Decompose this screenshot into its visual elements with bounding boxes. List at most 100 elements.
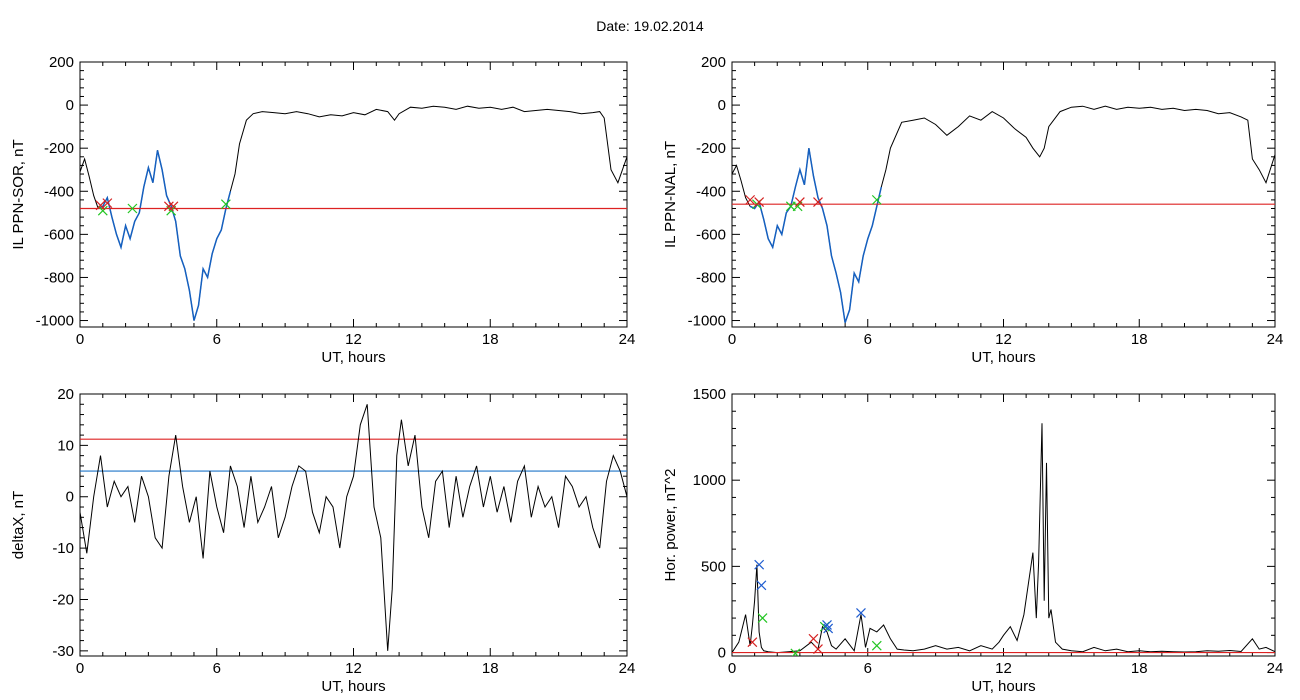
marker-green bbox=[871, 194, 882, 205]
y-tick-label: -10 bbox=[52, 540, 74, 557]
y-tick-label: 10 bbox=[57, 437, 74, 454]
marker-red bbox=[794, 197, 805, 207]
marker-red-stroke bbox=[813, 197, 823, 207]
marker-green bbox=[127, 203, 138, 214]
y-tick-label: -1000 bbox=[36, 313, 74, 330]
marker-blue-stroke bbox=[823, 623, 834, 634]
marker-green-stroke bbox=[220, 199, 231, 210]
marker-red bbox=[163, 201, 174, 212]
x-tick-label: 24 bbox=[1267, 331, 1284, 348]
marker-red bbox=[745, 194, 756, 205]
x-tick-label: 24 bbox=[619, 331, 636, 348]
plot-frame bbox=[731, 61, 1276, 328]
y-tick-label: -400 bbox=[44, 183, 74, 200]
x-tick-label: 12 bbox=[995, 660, 1012, 677]
y-tick-label: -200 bbox=[696, 140, 726, 157]
y-tick-label: 200 bbox=[701, 54, 726, 71]
x-tick-label: 6 bbox=[864, 331, 872, 348]
marker-green bbox=[871, 640, 882, 651]
x-tick-label: 18 bbox=[482, 660, 499, 677]
marker-red bbox=[168, 201, 179, 212]
x-tick-label: 12 bbox=[345, 660, 362, 677]
plot-area bbox=[80, 105, 627, 321]
plot-area bbox=[80, 404, 627, 651]
marker-red bbox=[808, 633, 819, 644]
y-tick-label: 0 bbox=[66, 489, 74, 506]
marker-red-stroke bbox=[102, 198, 113, 209]
marker-blue bbox=[754, 559, 765, 570]
x-tick-label: 24 bbox=[619, 660, 636, 677]
marker-blue-stroke bbox=[822, 620, 832, 630]
y-tick-label: 0 bbox=[718, 645, 726, 662]
x-tick-label: 18 bbox=[1131, 660, 1148, 677]
marker-red-stroke bbox=[794, 197, 805, 207]
y-tick-label: 0 bbox=[66, 97, 74, 114]
y-tick-label: -400 bbox=[696, 183, 726, 200]
x-tick-label: 0 bbox=[76, 660, 84, 677]
series-line-highlight bbox=[749, 148, 883, 323]
y-tick-label: -600 bbox=[44, 226, 74, 243]
y-axis-label: IL PPN-NAL, nT bbox=[662, 141, 679, 248]
marker-red-stroke bbox=[808, 633, 819, 644]
marker-red bbox=[813, 197, 823, 207]
x-tick-label: 18 bbox=[482, 331, 499, 348]
y-tick-label: -1000 bbox=[688, 313, 726, 330]
marker-red-stroke bbox=[747, 637, 758, 648]
marker-red bbox=[102, 198, 113, 209]
marker-blue bbox=[856, 607, 866, 618]
chart-panel-il-ppn-nal: 0 6 12 18 24 200 0 -200 -400 -600 -800 -1000 UT, hou… bbox=[662, 54, 1283, 366]
x-tick-label: 18 bbox=[1131, 331, 1148, 348]
plot-area bbox=[732, 423, 1275, 656]
marker-green-stroke bbox=[757, 613, 768, 624]
marker-red bbox=[813, 644, 823, 655]
marker-green-stroke bbox=[127, 203, 138, 214]
marker-blue-stroke bbox=[856, 607, 866, 618]
series-line bbox=[80, 105, 627, 321]
chart-panel-hor-power: 0 6 12 18 24 1500 1000 500 0 UT, hours Hor. power,… bbox=[662, 386, 1283, 695]
marker-red bbox=[747, 637, 758, 648]
y-tick-label: 200 bbox=[49, 54, 74, 71]
y-tick-label: -600 bbox=[696, 226, 726, 243]
x-tick-label: 6 bbox=[864, 660, 872, 677]
plot-frame bbox=[79, 61, 628, 328]
marker-green bbox=[97, 205, 108, 216]
y-axis-label: deltaX, nT bbox=[10, 491, 27, 559]
x-axis-label: UT, hours bbox=[971, 349, 1035, 366]
x-tick-label: 6 bbox=[213, 660, 221, 677]
marker-blue-stroke bbox=[756, 580, 767, 591]
marker-red bbox=[95, 200, 106, 211]
y-tick-label: -20 bbox=[52, 591, 74, 608]
marker-green-stroke bbox=[97, 205, 108, 216]
marker-green-stroke bbox=[871, 640, 882, 651]
marker-red-stroke bbox=[95, 200, 106, 211]
marker-blue bbox=[822, 620, 832, 630]
marker-red-stroke bbox=[813, 644, 823, 655]
plot-frame bbox=[731, 393, 1276, 657]
x-tick-label: 12 bbox=[995, 331, 1012, 348]
y-tick-label: 0 bbox=[718, 97, 726, 114]
marker-green bbox=[790, 648, 801, 656]
marker-red-stroke bbox=[754, 197, 765, 207]
x-tick-label: 0 bbox=[728, 660, 736, 677]
marker-green-stroke bbox=[791, 648, 801, 656]
y-tick-label: 500 bbox=[701, 558, 726, 575]
marker-green bbox=[220, 199, 231, 210]
x-tick-label: 12 bbox=[345, 331, 362, 348]
plot-area bbox=[732, 105, 1275, 323]
y-tick-label: -800 bbox=[696, 269, 726, 286]
series-line bbox=[732, 105, 1275, 323]
y-tick-label: 1000 bbox=[693, 472, 726, 489]
y-tick-label: -200 bbox=[44, 140, 74, 157]
y-axis-label: Hor. power, nT^2 bbox=[662, 469, 679, 582]
y-tick-label: 1500 bbox=[693, 386, 726, 403]
series-line-highlight bbox=[97, 150, 232, 321]
y-tick-label: -800 bbox=[44, 269, 74, 286]
series-line bbox=[732, 423, 1275, 654]
marker-green-stroke bbox=[871, 194, 882, 205]
marker-red-stroke bbox=[745, 194, 756, 205]
x-axis-label: UT, hours bbox=[321, 349, 385, 366]
x-axis-label: UT, hours bbox=[321, 678, 385, 695]
y-tick-label: -30 bbox=[52, 643, 74, 660]
marker-red-stroke bbox=[163, 201, 174, 212]
